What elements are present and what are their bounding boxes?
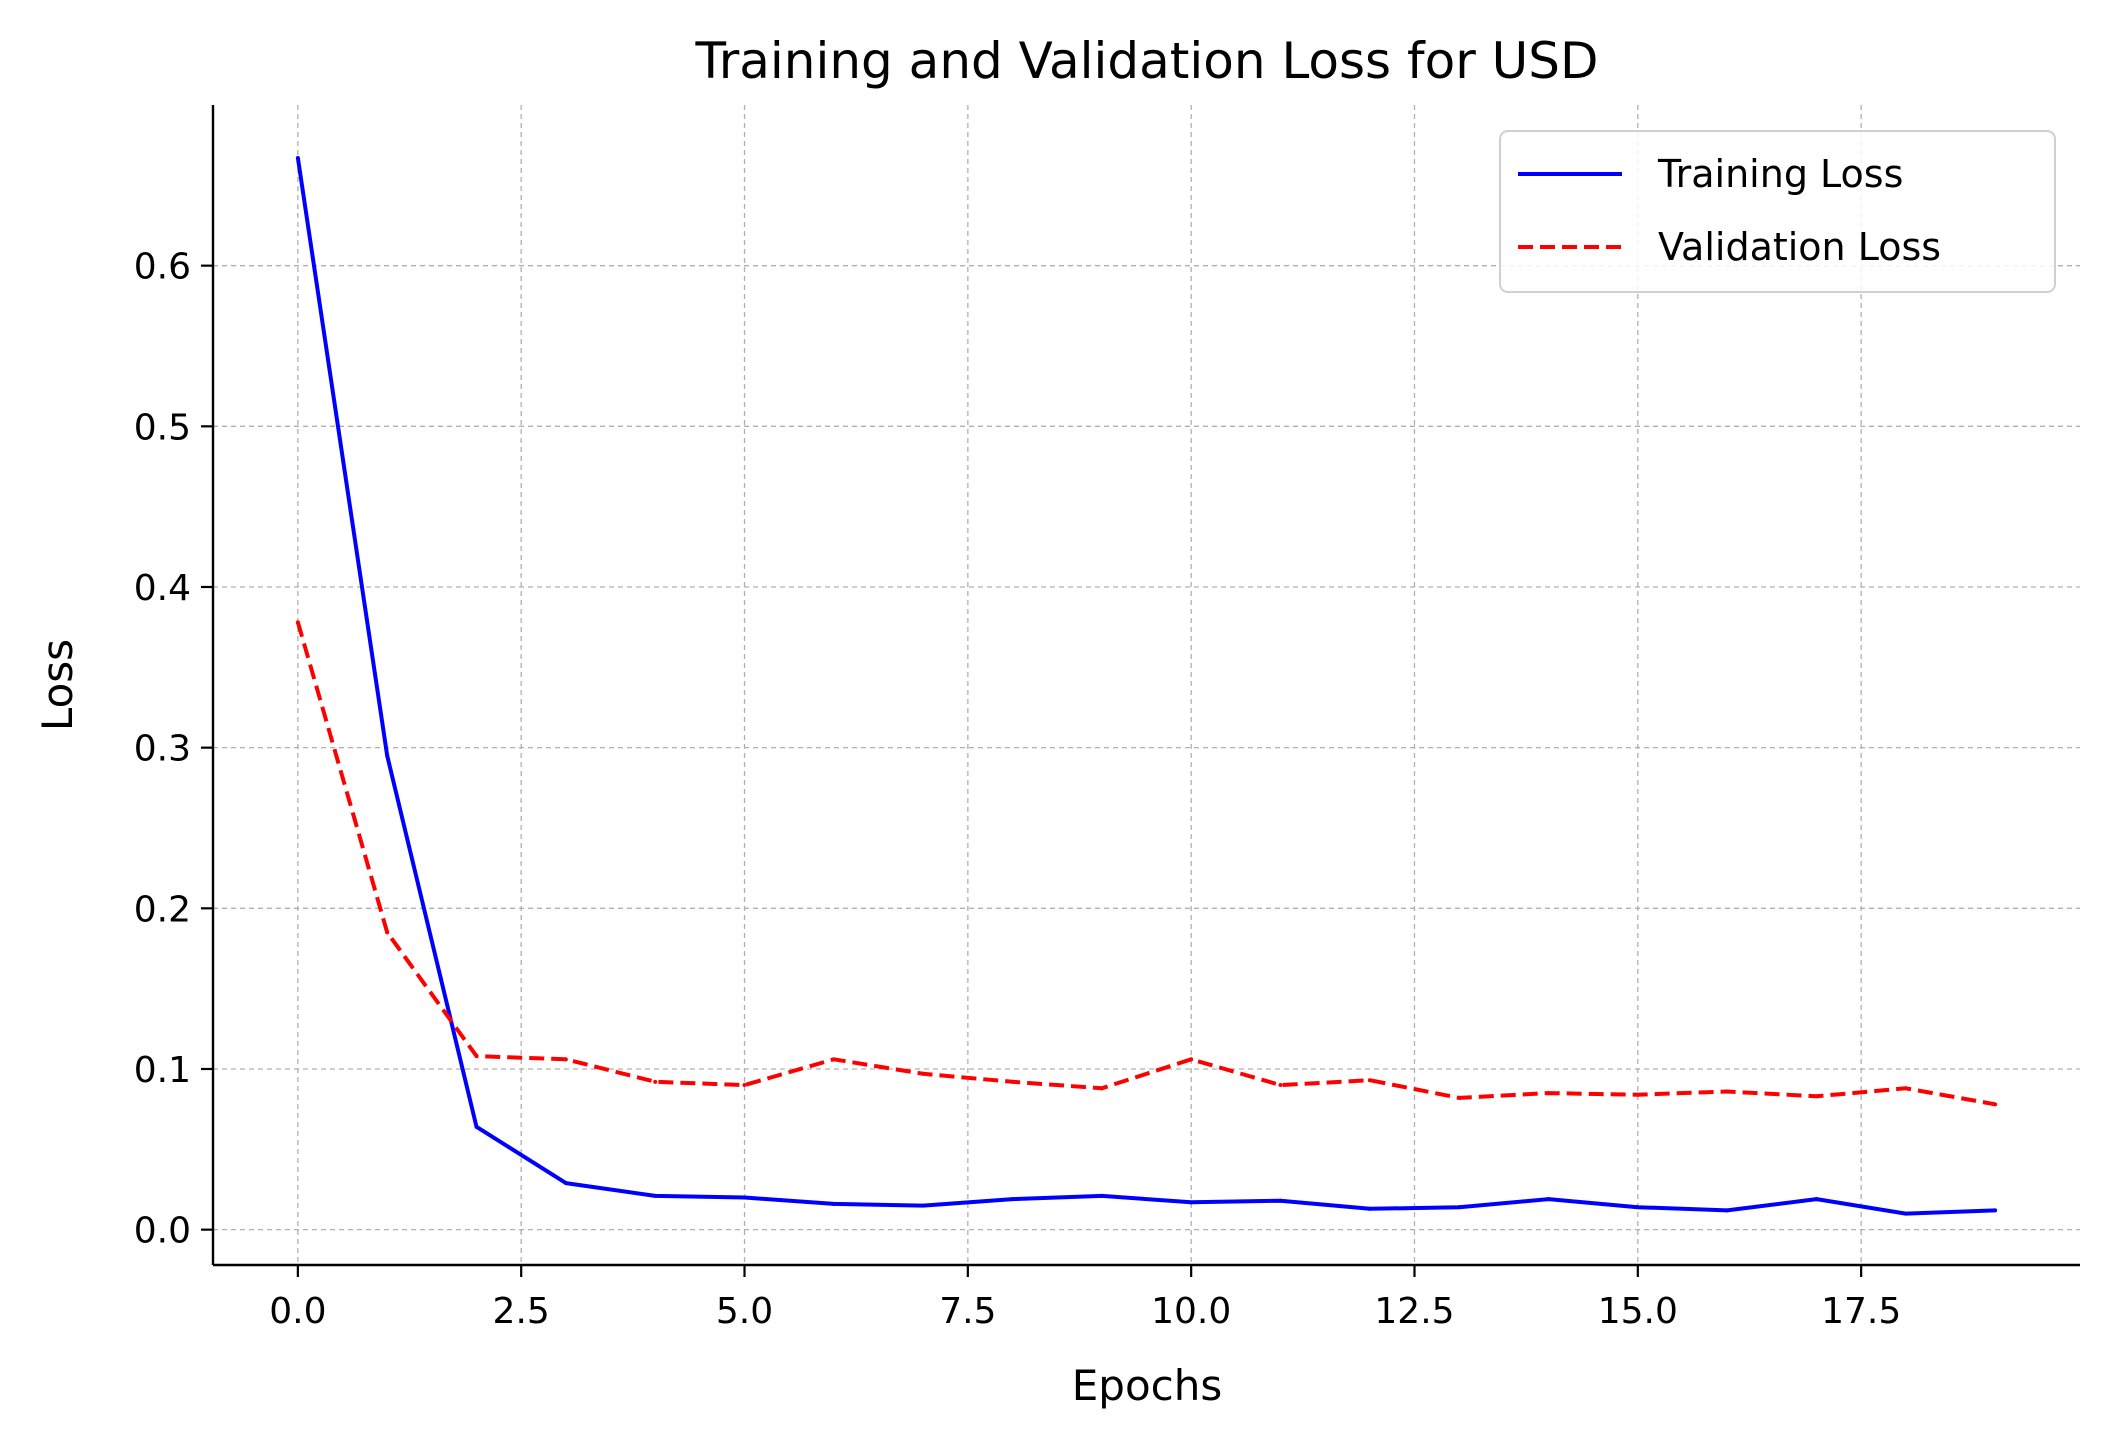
series-line-training [295, 157, 1996, 1216]
data-point-validation [1814, 1094, 1819, 1099]
x-ticks: 0.0 2.5 5.0 7.5 10.0 12.5 15.0 17.5 [269, 1265, 1901, 1332]
data-point-validation [1189, 1057, 1194, 1062]
data-point-validation [1903, 1086, 1908, 1091]
data-point-training [1814, 1197, 1819, 1202]
y-tick-label: 0.4 [134, 568, 191, 609]
data-point-training [1635, 1205, 1640, 1210]
legend-box [1499, 130, 2056, 293]
y-tick-label: 0.2 [134, 889, 191, 930]
data-point-training [1189, 1200, 1194, 1205]
series-line-validation [295, 621, 1996, 1107]
x-axis-label: Epochs [1072, 1361, 1223, 1410]
x-tick-label: 15.0 [1598, 1291, 1678, 1332]
data-point-validation [1099, 1086, 1104, 1091]
data-point-training [563, 1181, 568, 1186]
data-point-training [1457, 1205, 1462, 1210]
data-point-training [1993, 1208, 1998, 1213]
data-point-validation [1010, 1079, 1015, 1084]
data-point-validation [1278, 1083, 1283, 1088]
data-point-training [1725, 1208, 1730, 1213]
data-point-validation [921, 1071, 926, 1076]
data-point-validation [474, 1054, 479, 1059]
data-point-training [1010, 1197, 1015, 1202]
data-point-training [1367, 1206, 1372, 1211]
data-point-validation [742, 1083, 747, 1088]
data-point-training [295, 156, 300, 161]
data-point-training [474, 1124, 479, 1129]
y-tick-label: 0.5 [134, 407, 191, 448]
data-point-training [831, 1201, 836, 1206]
x-tick-label: 7.5 [939, 1291, 996, 1332]
data-point-validation [1546, 1091, 1551, 1096]
x-tick-label: 5.0 [716, 1291, 773, 1332]
x-tick-label: 0.0 [269, 1291, 326, 1332]
x-tick-label: 17.5 [1821, 1291, 1901, 1332]
axes [211, 105, 2080, 1267]
data-point-training [385, 753, 390, 758]
legend-label-training: Training Loss [1657, 152, 1903, 196]
y-tick-label: 0.0 [134, 1211, 191, 1252]
data-point-validation [831, 1057, 836, 1062]
x-tick-label: 10.0 [1151, 1291, 1231, 1332]
data-point-validation [295, 620, 300, 625]
data-point-training [742, 1195, 747, 1200]
data-point-training [1546, 1197, 1551, 1202]
data-point-training [1278, 1198, 1283, 1203]
legend-label-validation: Validation Loss [1658, 225, 1941, 269]
chart-title: Training and Validation Loss for USD [695, 32, 1599, 90]
data-point-validation [1635, 1092, 1640, 1097]
x-tick-label: 12.5 [1374, 1291, 1454, 1332]
data-point-validation [1367, 1078, 1372, 1083]
y-ticks: 0.0 0.1 0.2 0.3 0.4 0.5 0.6 [134, 247, 213, 1252]
y-tick-label: 0.3 [134, 729, 191, 770]
y-axis-label: Loss [33, 639, 82, 731]
data-point-validation [1725, 1089, 1730, 1094]
data-point-training [921, 1203, 926, 1208]
data-point-training [1099, 1193, 1104, 1198]
y-tick-label: 0.1 [134, 1050, 191, 1091]
data-point-validation [563, 1057, 568, 1062]
series-layer [295, 156, 1998, 1216]
grid [213, 105, 2080, 1265]
y-tick-label: 0.6 [134, 247, 191, 288]
data-point-validation [1993, 1102, 1998, 1107]
data-point-training [1903, 1211, 1908, 1216]
data-point-validation [385, 930, 390, 935]
data-point-validation [653, 1079, 658, 1084]
data-point-training [653, 1193, 658, 1198]
data-point-validation [1457, 1095, 1462, 1100]
x-tick-label: 2.5 [493, 1291, 550, 1332]
legend: Training Loss Validation Loss [1499, 130, 2056, 293]
